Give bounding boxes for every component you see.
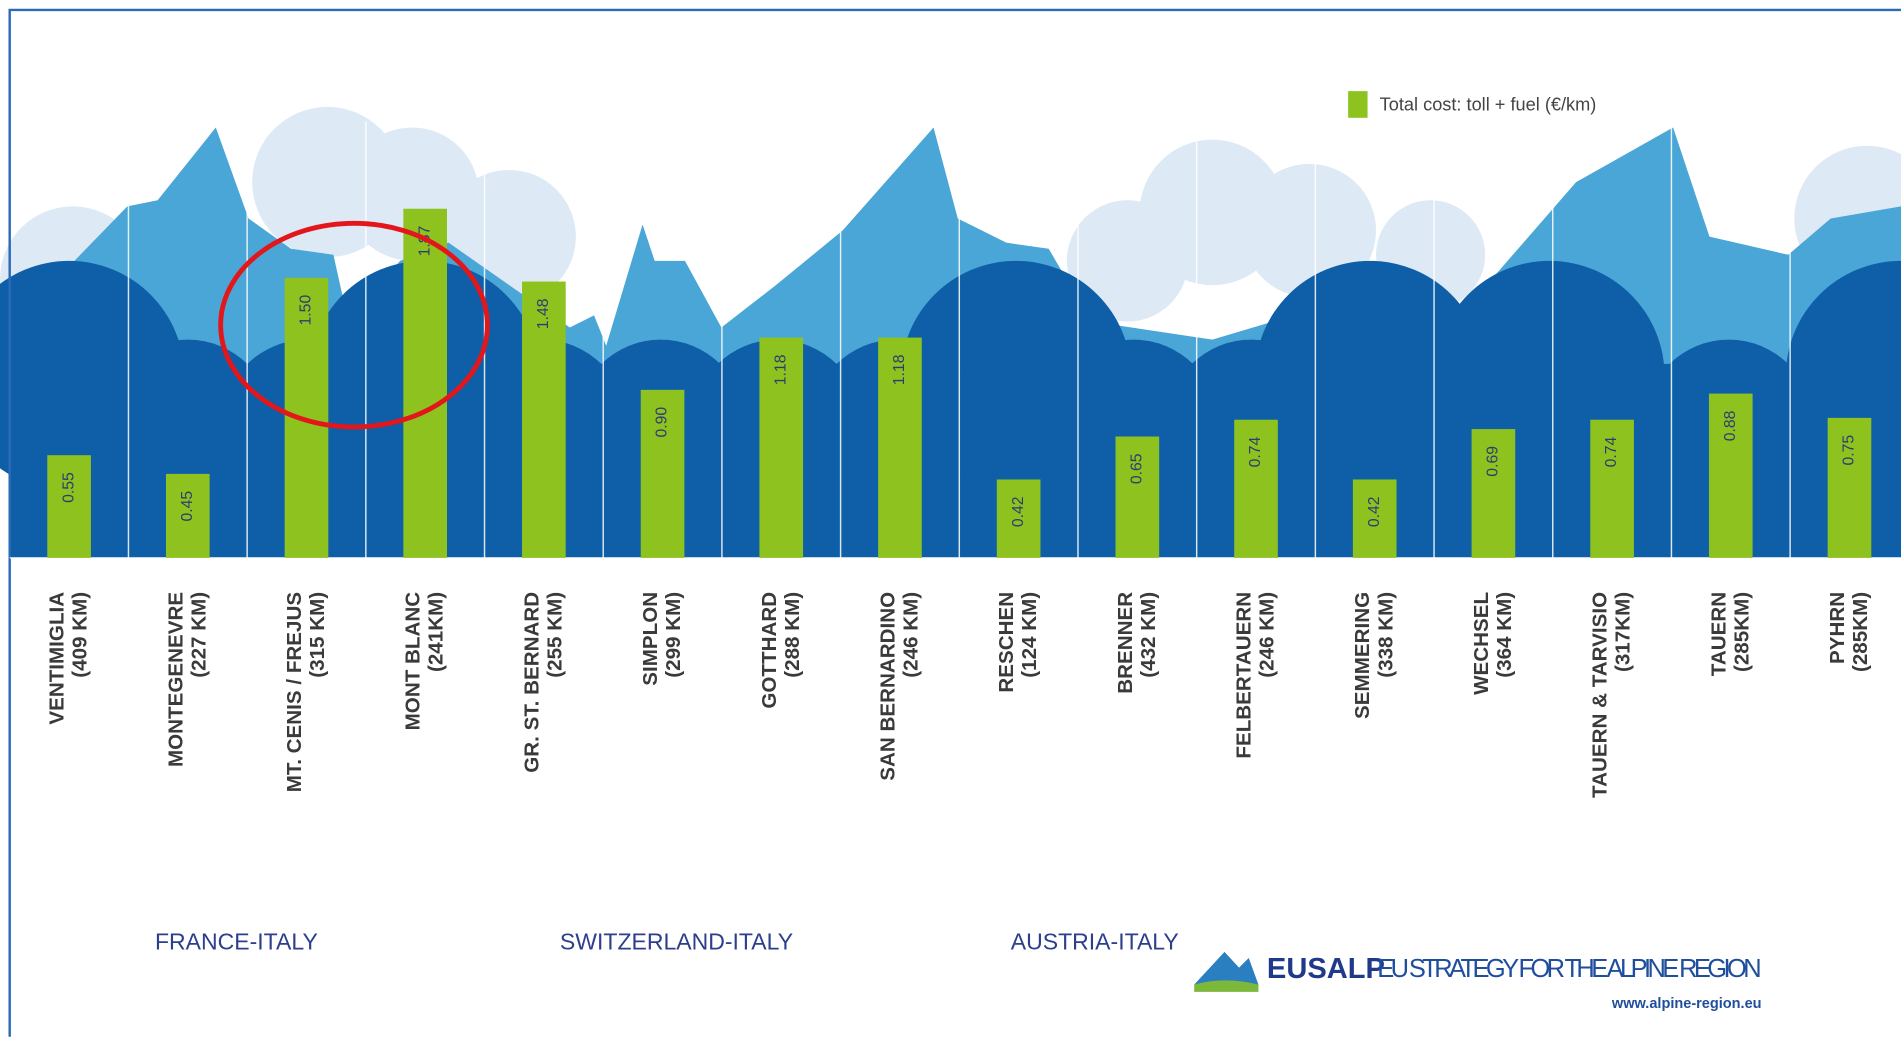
x-tick-sublabel: (288 KM) [781,592,804,678]
x-tick-label: SEMMERING [1351,592,1374,719]
value-label: 0.55 [60,472,77,503]
x-tick-label: RESCHEN [995,592,1018,693]
value-label: 0.90 [654,407,671,438]
value-label: 0.75 [1841,435,1858,466]
value-label: 1.18 [891,354,908,385]
x-tick-sublabel: (299 KM) [662,592,685,678]
x-tick-label: SIMPLON [639,592,662,686]
x-tick-sublabel: (409 KM) [69,592,92,678]
value-label: 1.18 [772,354,789,385]
value-label: 0.74 [1247,436,1264,467]
x-tick-sublabel: (124 KM) [1018,592,1041,678]
brand-tagline: EU STRATEGY FOR THE ALPINE REGION [1377,955,1761,983]
x-tick-label: BRENNER [1114,592,1137,694]
value-label: 0.69 [1485,446,1502,477]
group-label: SWITZERLAND-ITALY [560,929,793,955]
x-tick-sublabel: (246 KM) [900,592,923,678]
x-tick-sublabel: (338 KM) [1374,592,1397,678]
x-tick-sublabel: (246 KM) [1256,592,1279,678]
value-label: 1.50 [298,295,315,326]
value-label: 1.48 [535,298,552,329]
value-label: 0.74 [1603,436,1620,467]
legend-swatch [1348,91,1367,118]
value-label: 0.88 [1722,410,1739,441]
x-tick-sublabel: (317KM) [1612,592,1635,672]
bar [403,209,447,558]
legend-label: Total cost: toll + fuel (€/km) [1380,94,1597,114]
x-tick-sublabel: (255 KM) [543,592,566,678]
brand-url: www.alpine-region.eu [1611,996,1762,1012]
x-tick-label: SAN BERNARDINO [876,592,899,781]
x-tick-label: VENTIMIGLIA [46,592,69,725]
x-tick-label: PYHRN [1826,592,1849,664]
bar [47,455,91,558]
value-label: 0.42 [1366,496,1383,527]
x-tick-sublabel: (364 KM) [1493,592,1516,678]
x-tick-label: MT. CENIS / FREJUS [283,592,306,792]
x-tick-label: TAUERN [1707,592,1730,676]
value-label: 0.65 [1128,453,1145,484]
x-tick-sublabel: (285KM) [1730,592,1753,672]
x-tick-label: GR. ST. BERNARD [520,592,543,773]
chart: 0.55VENTIMIGLIA(409 KM)0.45MONTEGENEVRE(… [0,0,1901,1037]
x-tick-label: TAUERN & TARVISIO [1589,592,1612,798]
x-tick-label: MONTEGENEVRE [164,592,187,767]
x-tick-label: GOTTHARD [758,592,781,709]
x-tick-label: FELBERTAUERN [1233,592,1256,759]
x-tick-sublabel: (315 KM) [306,592,329,678]
value-label: 0.42 [1010,496,1027,527]
x-tick-label: MONT BLANC [402,592,425,731]
group-label: FRANCE-ITALY [155,929,318,955]
x-tick-sublabel: (285KM) [1849,592,1872,672]
x-tick-label: WECHSEL [1470,592,1493,695]
brand-name: EUSALP [1267,953,1385,985]
x-tick-sublabel: (227 KM) [187,592,210,678]
value-label: 0.45 [179,491,196,522]
group-label: AUSTRIA-ITALY [1011,929,1179,955]
x-tick-sublabel: (241KM) [425,592,448,672]
x-tick-sublabel: (432 KM) [1137,592,1160,678]
